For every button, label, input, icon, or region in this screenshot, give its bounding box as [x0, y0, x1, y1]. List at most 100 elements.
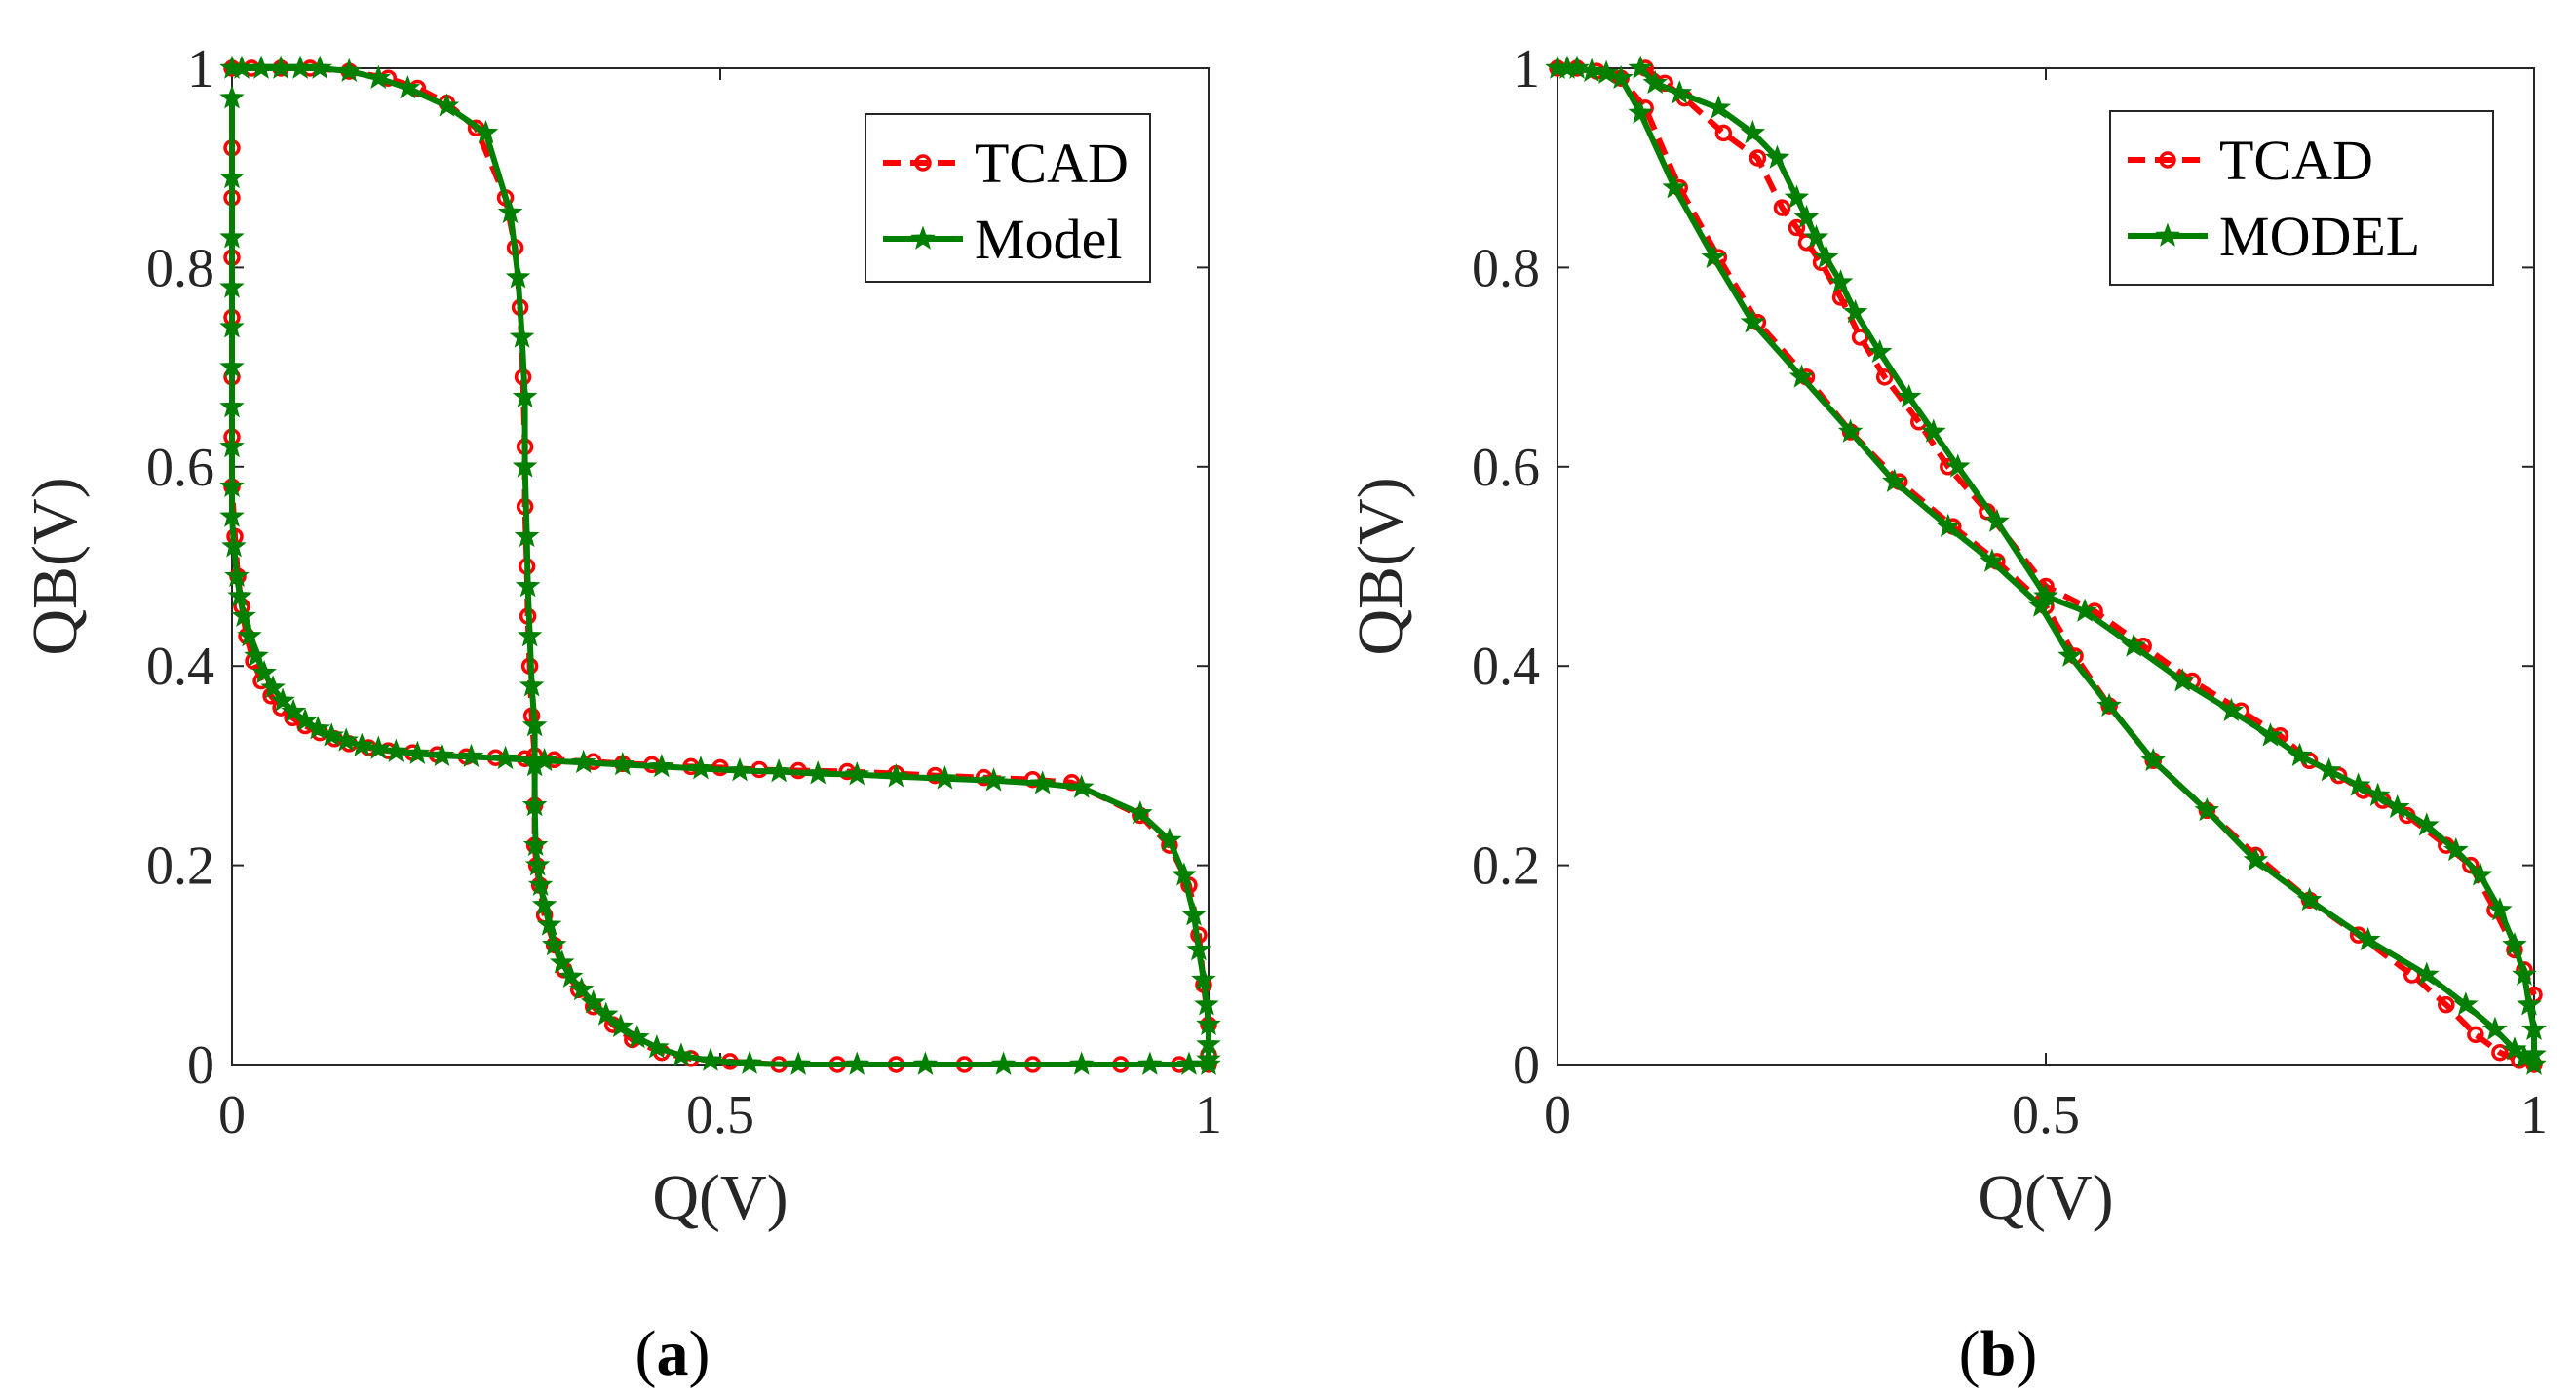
data-point: [1764, 144, 1790, 169]
data-point: [2521, 1016, 2547, 1041]
data-point: [219, 224, 245, 249]
data-point: [524, 852, 551, 876]
series-line: [229, 147, 1211, 1055]
data-point: [383, 738, 409, 762]
data-point: [1984, 508, 2010, 532]
data-point: [1813, 244, 1839, 269]
x-tick-label: 1: [1195, 1085, 1222, 1145]
data-point: [2072, 598, 2097, 622]
data-point: [568, 976, 595, 1001]
series-model: [219, 55, 1221, 1075]
data-point: [1564, 55, 1590, 79]
data-point: [260, 675, 286, 699]
data-point: [2170, 668, 2196, 692]
data-point: [1827, 269, 1854, 293]
data-point: [531, 892, 557, 916]
data-point: [527, 872, 554, 896]
data-point: [688, 756, 713, 780]
panel-caption: (b): [1959, 1318, 2038, 1389]
data-point: [521, 713, 548, 737]
data-point: [231, 602, 256, 627]
x-tick-label: 0.5: [2012, 1085, 2080, 1145]
data-point: [912, 1051, 939, 1075]
data-point: [349, 732, 375, 756]
legend-entry: TCAD: [2219, 129, 2373, 192]
data-point: [1842, 298, 1868, 324]
data-point: [1936, 513, 1961, 537]
panel-b: 0 0.5 1 0 0.2 0.4 0.6 0.8 1 Q(V) QB(V) TCAD MODEL (b): [1345, 39, 2548, 1389]
data-point: [2033, 583, 2058, 607]
data-point: [473, 119, 499, 144]
data-point: [570, 749, 596, 774]
data-point: [2467, 1026, 2484, 1044]
data-point: [698, 1047, 723, 1071]
data-point: [980, 767, 1007, 792]
data-point: [557, 963, 584, 988]
data-point: [625, 1024, 650, 1049]
x-tick-label: 1: [2520, 1085, 2548, 1145]
data-point: [844, 1051, 870, 1075]
data-point: [519, 673, 545, 697]
data-point: [1157, 827, 1182, 851]
data-point: [580, 989, 606, 1014]
data-point: [1068, 774, 1095, 798]
data-point: [1837, 418, 1864, 443]
data-point: [1662, 174, 1688, 199]
data-point: [1181, 902, 1207, 926]
data-point: [1803, 224, 1829, 249]
data-point: [219, 85, 245, 109]
data-point: [219, 314, 245, 338]
data-point: [319, 722, 344, 747]
data-point: [1068, 1051, 1095, 1075]
data-point: [883, 763, 909, 788]
data-point: [2140, 747, 2166, 772]
data-point: [766, 758, 791, 783]
y-tick-label: 0.2: [1472, 836, 1540, 897]
data-point: [365, 735, 392, 759]
data-point: [1921, 418, 1946, 443]
data-point: [1784, 184, 1810, 209]
y-tick-label: 0: [1513, 1035, 1540, 1096]
legend-swatch-marker: [2159, 151, 2176, 169]
y-tick-label: 1: [187, 39, 214, 99]
data-point: [1749, 149, 1767, 167]
data-point: [522, 832, 549, 857]
data-point: [1851, 329, 1869, 346]
y-tick-label: 0: [187, 1035, 214, 1096]
data-point: [219, 503, 245, 527]
data-point: [305, 716, 330, 740]
data-point: [2096, 692, 2122, 717]
data-point: [990, 1051, 1017, 1075]
data-point: [336, 58, 363, 82]
data-point: [1980, 548, 2005, 572]
data-point: [509, 324, 535, 348]
data-point: [515, 572, 541, 598]
panel-caption: (a): [635, 1318, 711, 1389]
legend: TCAD Model: [865, 113, 1151, 283]
data-point: [737, 1050, 762, 1074]
data-point: [1667, 80, 1693, 104]
data-point: [219, 433, 245, 458]
data-point: [541, 931, 567, 956]
legend-box: [865, 113, 1151, 283]
y-tick-label: 0.8: [146, 238, 214, 298]
data-point: [1628, 99, 1653, 124]
data-point: [512, 383, 538, 408]
data-point: [594, 1001, 619, 1026]
data-point: [536, 911, 562, 936]
data-point: [221, 533, 247, 558]
data-point: [2384, 794, 2410, 819]
data-point: [1714, 124, 1733, 142]
data-point: [227, 583, 252, 607]
data-point: [1788, 218, 1806, 237]
data-point: [2121, 633, 2146, 657]
data-point: [2057, 642, 2083, 667]
y-tick-label: 0.6: [1472, 438, 1540, 498]
data-point: [1196, 1051, 1221, 1075]
data-point: [270, 687, 295, 712]
legend-entry: Model: [975, 208, 1122, 271]
data-point: [281, 698, 306, 723]
data-point: [244, 642, 269, 667]
y-tick-label: 0.2: [146, 836, 214, 897]
